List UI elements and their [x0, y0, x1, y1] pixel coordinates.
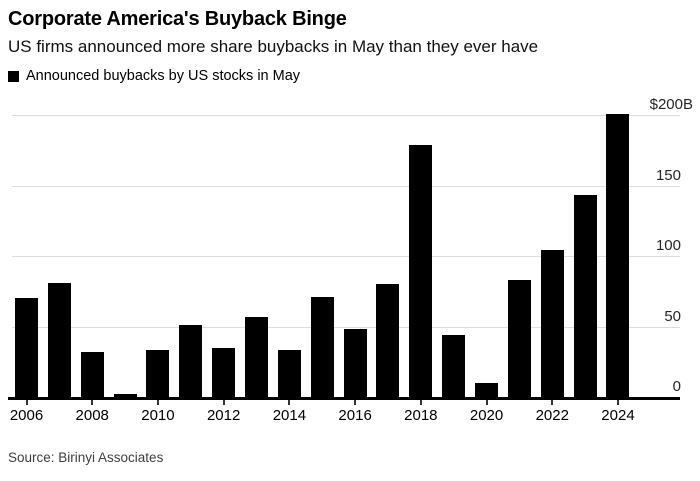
chart-subtitle: US firms announced more share buybacks i…: [8, 37, 539, 56]
x-axis-tick: [485, 399, 488, 405]
x-axis-tick-label: 2008: [75, 407, 109, 424]
bar-2011: [179, 325, 203, 400]
gridline-150: [12, 185, 680, 187]
x-axis-tick: [25, 399, 28, 405]
bar-2013: [245, 316, 269, 400]
bar-2006: [15, 298, 38, 400]
x-axis-tick-label: 2016: [338, 407, 372, 424]
x-axis-tick: [288, 399, 291, 405]
x-axis-tick-label: 2018: [404, 407, 438, 424]
x-axis-tick-label: 2012: [206, 407, 241, 424]
x-axis-tick: [616, 399, 619, 405]
x-axis-tick: [91, 399, 94, 405]
bar-2022: [540, 250, 564, 400]
y-axis-tick-label: 50: [664, 307, 681, 325]
y-axis-tick-label: $200B: [649, 96, 693, 113]
bar-2016: [343, 329, 367, 400]
bar-2015: [310, 296, 334, 400]
bar-2020: [475, 382, 499, 400]
bar-2019: [442, 334, 466, 400]
bar-2010: [146, 350, 170, 400]
page-title: Corporate America's Buyback Binge: [8, 8, 347, 30]
source-attribution: Source: Birinyi Associates: [8, 450, 164, 465]
y-axis-tick-label: 100: [655, 237, 681, 254]
x-axis-tick: [354, 399, 357, 405]
x-axis-tick: [156, 399, 159, 405]
bar-2021: [507, 279, 531, 400]
legend-swatch-icon: [8, 70, 19, 82]
x-axis-tick-label: 2010: [141, 407, 175, 424]
x-axis-tick-label: 2022: [535, 407, 569, 424]
bar-2007: [47, 282, 71, 400]
x-axis-tick-label: 2014: [272, 407, 307, 424]
bar-2023: [573, 195, 597, 400]
x-axis-tick-label: 2020: [469, 407, 504, 424]
bar-2024: [606, 113, 630, 400]
chart-legend: Announced buybacks by US stocks in May: [8, 68, 300, 84]
x-axis-tick: [419, 399, 422, 405]
gridline-50: [12, 326, 680, 328]
gridline-200: [12, 115, 680, 116]
bar-2014: [277, 350, 301, 400]
x-axis-tick: [222, 399, 225, 405]
bar-2018: [409, 144, 433, 400]
x-axis-tick-label: 2006: [9, 407, 44, 424]
bar-2012: [212, 347, 236, 400]
bar-2009: [113, 394, 137, 400]
x-axis-tick: [551, 399, 554, 405]
legend-label: Announced buybacks by US stocks in May: [26, 68, 301, 84]
gridline-100: [12, 256, 680, 257]
bar-2008: [80, 351, 104, 400]
bar-2017: [376, 284, 400, 400]
y-axis-tick-label: 150: [655, 166, 681, 184]
x-axis-tick-label: 2024: [601, 407, 635, 424]
y-axis-tick-label: 0: [672, 378, 681, 395]
